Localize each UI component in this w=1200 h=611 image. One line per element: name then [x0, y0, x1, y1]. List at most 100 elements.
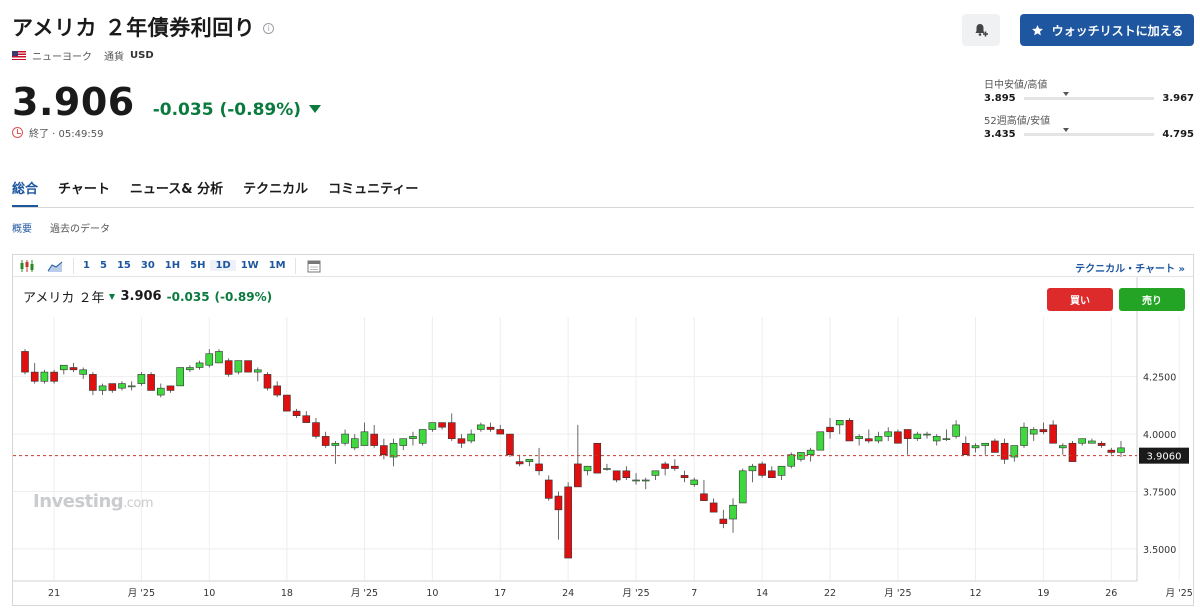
- x-tick-label: 24: [562, 588, 574, 599]
- candle-body: [224, 360, 233, 375]
- down-arrow-icon: [308, 105, 321, 113]
- watermark-brand: Investing: [33, 491, 124, 512]
- period-1[interactable]: 1: [83, 260, 90, 271]
- candle-body: [69, 367, 78, 371]
- market-status: 終了 · 05:49:59: [12, 125, 103, 140]
- x-tick-label: 月 '25: [1166, 588, 1193, 599]
- x-tick-label: 17: [494, 588, 506, 599]
- x-tick-label: 7: [691, 588, 697, 599]
- period-5h[interactable]: 5H: [190, 260, 206, 271]
- candle-body: [244, 360, 252, 373]
- change-percent: (-0.89%): [219, 100, 302, 120]
- day-range-label: 日中安値/高値: [984, 80, 1048, 91]
- technical-chart-link[interactable]: テクニカル・チャート »: [1075, 264, 1185, 275]
- candle-body: [447, 422, 456, 439]
- period-1w[interactable]: 1W: [240, 260, 259, 271]
- buy-button[interactable]: 売り: [1119, 288, 1185, 311]
- x-tick-label: 21: [48, 588, 60, 599]
- candle-body: [331, 442, 340, 446]
- candle-body: [79, 369, 87, 375]
- candle-body: [700, 493, 708, 501]
- candle-body: [89, 374, 97, 391]
- candle-body: [816, 431, 825, 451]
- candle-body: [787, 454, 796, 467]
- period-5[interactable]: 5: [99, 260, 107, 271]
- candle-body: [1078, 438, 1087, 444]
- x-tick-label: 月 '25: [622, 588, 649, 599]
- period-30[interactable]: 30: [140, 260, 155, 271]
- tabs-divider: [12, 207, 1194, 208]
- chart-panel: 1 5 15 30 1H 5H 1D 1W 1M テクニカル・チャート » 3.9060 4.25…: [12, 254, 1194, 606]
- candle-body: [874, 436, 883, 442]
- candle-body: [321, 436, 330, 446]
- candle-body: [729, 504, 737, 520]
- candle-body: [603, 468, 611, 470]
- 52-week-low: 3.435: [984, 129, 1016, 140]
- calendar-icon[interactable]: [300, 255, 328, 277]
- chart-price: 3.906: [120, 289, 162, 304]
- change-value: -0.035: [152, 100, 214, 120]
- candle-body: [758, 463, 766, 476]
- candle-body: [913, 433, 922, 439]
- sub-tabs: 概要 過去のデータ: [12, 220, 110, 235]
- candle-body: [806, 449, 815, 456]
- candle-body: [263, 374, 272, 389]
- info-icon[interactable]: i: [263, 23, 275, 34]
- candle-body: [409, 436, 417, 439]
- candlestick-chart: 3.9060 4.2500 4.0000 3.7500 3.5000 21 月 '25 10 1…: [13, 277, 1193, 599]
- add-alert-button[interactable]: [962, 14, 1000, 46]
- 52-week-range-marker: [1062, 128, 1069, 132]
- period-15[interactable]: 15: [116, 260, 131, 271]
- subtab-historical-data[interactable]: 過去のデータ: [50, 224, 110, 235]
- chart-change: -0.035: [166, 289, 210, 304]
- candle-body: [1010, 445, 1019, 458]
- candle-body: [544, 479, 553, 499]
- tab-news-analysis[interactable]: ニュース& 分析: [129, 182, 224, 197]
- candle-body: [40, 371, 49, 382]
- x-tick-label: 10: [203, 588, 215, 599]
- candle-body: [574, 463, 582, 488]
- last-price: 3.906: [12, 80, 135, 124]
- candle-body: [903, 429, 912, 439]
- subtab-summary[interactable]: 概要: [12, 224, 32, 235]
- candle-body: [147, 374, 155, 391]
- add-to-watchlist-button[interactable]: ウォッチリストに加える: [1020, 14, 1194, 46]
- candle-body: [118, 383, 126, 389]
- area-chart-icon[interactable]: [41, 255, 69, 277]
- candle-body: [535, 463, 543, 472]
- candle-body: [748, 465, 757, 472]
- x-tick-label: 19: [1037, 588, 1049, 599]
- 52-week-range: 52週高値/安値 3.435 4.795: [984, 112, 1194, 140]
- title-row: アメリカ ２年債券利回り i: [12, 12, 275, 42]
- candle-body: [176, 367, 184, 387]
- chart-instrument-name: アメリカ ２年: [23, 291, 105, 306]
- candle-body: [865, 438, 873, 442]
- period-1d[interactable]: 1D: [210, 260, 236, 271]
- tab-community[interactable]: コミュニティー: [328, 182, 419, 197]
- candle-body: [1117, 447, 1125, 453]
- period-1h[interactable]: 1H: [164, 260, 181, 271]
- period-selector: 1 5 15 30 1H 5H 1D 1W 1M: [78, 260, 291, 271]
- candle-body: [108, 383, 117, 391]
- x-tick-label: 月 '25: [128, 588, 155, 599]
- candlestick-icon[interactable]: [13, 255, 41, 277]
- tab-technical[interactable]: テクニカル: [243, 182, 309, 197]
- x-tick-label: 10: [426, 588, 438, 599]
- tab-overview[interactable]: 総合: [12, 178, 39, 208]
- current-price-tag: [1139, 447, 1189, 464]
- 52-week-range-bar: [1023, 128, 1155, 136]
- candle-body: [1039, 429, 1048, 433]
- candle-body: [389, 442, 398, 458]
- sell-button[interactable]: 買い: [1047, 288, 1113, 311]
- exchange-name: ニューヨーク: [32, 52, 92, 63]
- candle-body: [641, 479, 650, 482]
- tab-chart[interactable]: チャート: [58, 182, 110, 197]
- y-tick-label: 4.0000: [1143, 430, 1176, 441]
- x-tick-label: 月 '25: [351, 588, 378, 599]
- candle-body: [738, 470, 747, 504]
- candle-body: [1000, 442, 1009, 460]
- candle-body: [971, 445, 980, 449]
- candle-body: [380, 445, 388, 456]
- price-row: 3.906 -0.035 (-0.89%): [12, 80, 321, 124]
- period-1m[interactable]: 1M: [268, 260, 286, 271]
